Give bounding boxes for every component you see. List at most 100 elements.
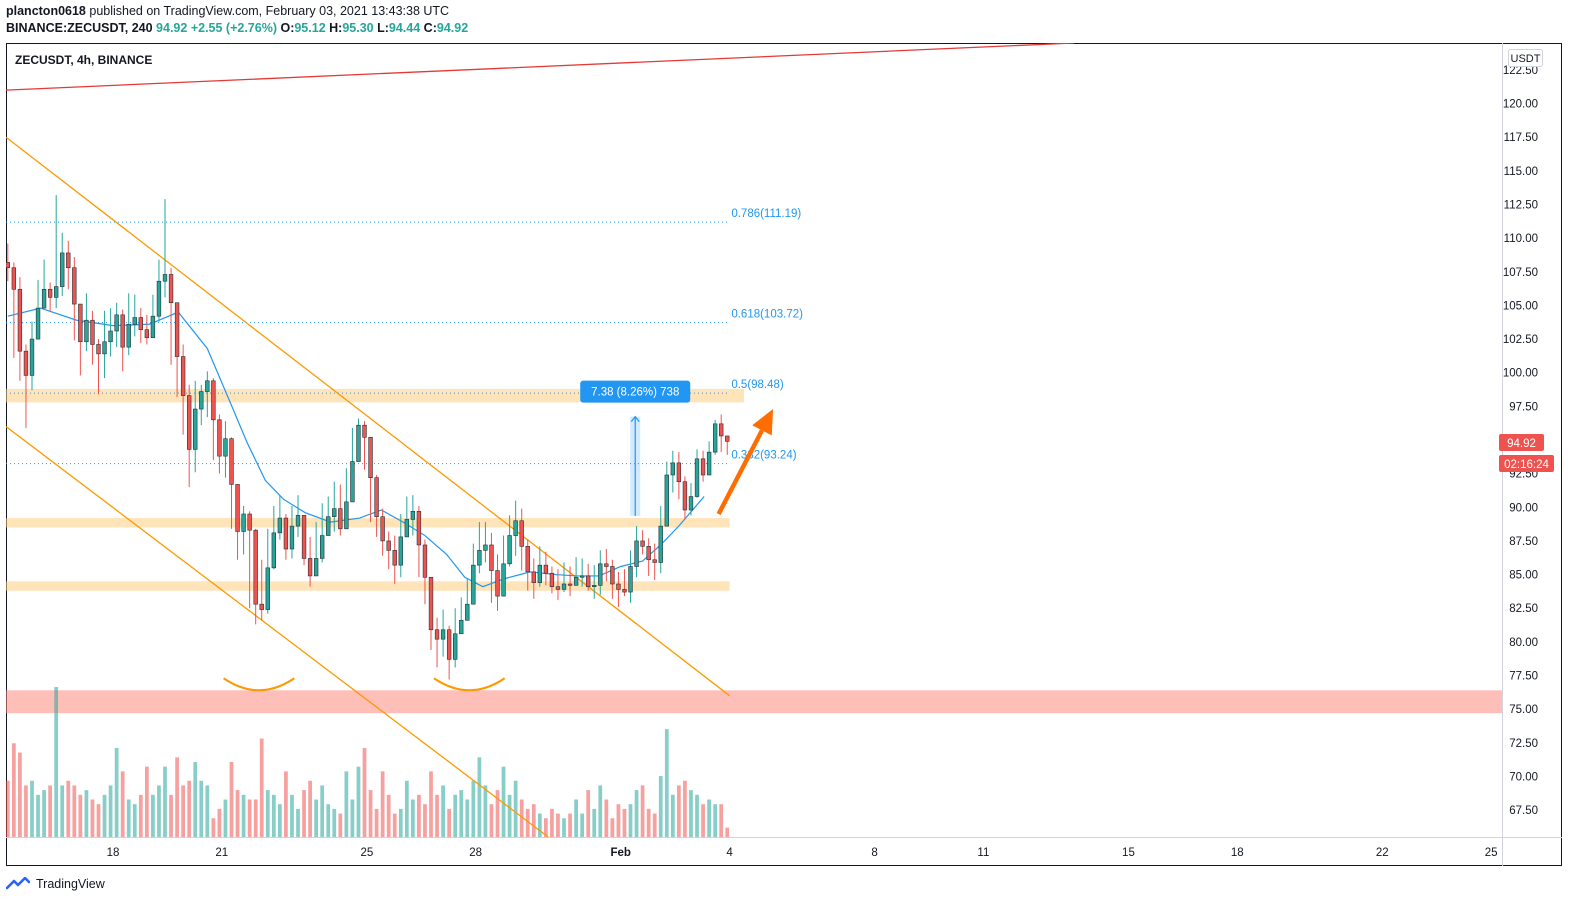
candle-body bbox=[162, 274, 168, 282]
volume-bar bbox=[423, 804, 427, 837]
fib-label-0: 0.786(111.19) bbox=[731, 208, 801, 220]
price-tick-label: 80.00 bbox=[1509, 637, 1538, 649]
price-tick-label: 70.00 bbox=[1509, 771, 1538, 783]
candle-body bbox=[199, 391, 204, 410]
price-tick-label: 102.50 bbox=[1503, 334, 1538, 346]
candle-body bbox=[446, 629, 452, 660]
volume-bar bbox=[18, 752, 22, 837]
price-tick-label: 72.50 bbox=[1509, 738, 1538, 750]
currency-badge-label: USDT bbox=[1511, 53, 1541, 65]
candle-body bbox=[72, 267, 77, 305]
volume-bar bbox=[175, 757, 179, 837]
volume-bar bbox=[374, 808, 379, 837]
time-axis[interactable]: 18 21 25 28 Feb 4 8 11 15 18 22 25 bbox=[107, 847, 1498, 859]
volume-bar bbox=[386, 794, 391, 837]
candle-body bbox=[664, 474, 669, 527]
volume-bar bbox=[562, 818, 566, 837]
volume-bar bbox=[132, 804, 137, 837]
publish-text: published on TradingView.com, February 0… bbox=[85, 4, 450, 18]
volume-bar bbox=[670, 794, 675, 837]
last-price: 94.92 bbox=[156, 21, 188, 35]
price-axis[interactable]: 67.50 70.00 72.50 75.00 77.50 80.00 82.50 85.00… bbox=[1503, 65, 1538, 817]
candle-body bbox=[120, 314, 125, 348]
price-tick-label: 90.00 bbox=[1509, 502, 1538, 514]
volume-bar bbox=[398, 808, 403, 837]
candle-body bbox=[96, 344, 101, 355]
volume-bar bbox=[96, 804, 101, 837]
author-name[interactable]: plancton0618 bbox=[6, 4, 86, 18]
candle-body bbox=[483, 544, 488, 551]
candle-body bbox=[567, 583, 573, 586]
volume-bar bbox=[531, 804, 536, 837]
tradingview-logo[interactable]: TradingView bbox=[6, 874, 105, 894]
chart-frame[interactable]: 0.786(111.19) 0.618(103.72) 0.5(98.48) 0.38… bbox=[5, 42, 1562, 866]
candle-body bbox=[295, 515, 301, 527]
candle-body bbox=[392, 550, 397, 566]
volume-bar bbox=[429, 771, 433, 837]
price-change: +2.55 (+2.76%) bbox=[190, 21, 277, 35]
price-tick-label: 120.00 bbox=[1503, 99, 1538, 111]
candle-body bbox=[277, 517, 283, 534]
volume-bar bbox=[5, 780, 10, 837]
volume-bar bbox=[84, 790, 89, 837]
candle-body bbox=[646, 546, 651, 561]
candle-body bbox=[604, 563, 609, 567]
candle-body bbox=[440, 629, 446, 640]
trend-lines bbox=[5, 42, 1075, 838]
candle-body bbox=[416, 511, 422, 546]
candle-body bbox=[531, 571, 536, 583]
candle-body bbox=[386, 540, 391, 551]
time-tick-label: 28 bbox=[469, 847, 482, 859]
candle-body bbox=[543, 564, 549, 574]
candle-body bbox=[307, 558, 313, 577]
candle-body bbox=[84, 319, 89, 343]
volume-bar bbox=[610, 818, 615, 837]
candle-body bbox=[555, 586, 561, 590]
ema-line bbox=[7, 307, 705, 588]
candle-body bbox=[694, 458, 700, 497]
candle-body bbox=[235, 484, 240, 532]
tradingview-logo-text: TradingView bbox=[36, 877, 105, 891]
time-tick-label: Feb bbox=[610, 847, 630, 859]
price-chart[interactable]: 0.786(111.19) 0.618(103.72) 0.5(98.48) 0.38… bbox=[5, 42, 1562, 866]
currency-badge[interactable]: USDT bbox=[1508, 49, 1543, 67]
zone-1 bbox=[6, 518, 730, 528]
candle-body bbox=[712, 423, 718, 453]
volume-bar bbox=[217, 808, 222, 837]
volume-bar bbox=[550, 808, 554, 837]
candle-body bbox=[513, 520, 518, 536]
fib-label-2: 0.5(98.48) bbox=[731, 379, 784, 391]
price-tick-label: 107.50 bbox=[1503, 267, 1538, 279]
volume-bar bbox=[42, 790, 46, 837]
zone-2 bbox=[6, 581, 730, 591]
close-value: 94.92 bbox=[436, 21, 469, 35]
volume-bar bbox=[199, 780, 204, 837]
countdown-tag-label: 02:16:24 bbox=[1504, 459, 1549, 471]
price-tick-label: 82.50 bbox=[1509, 603, 1538, 615]
volume-bar bbox=[477, 757, 482, 837]
candle-body bbox=[628, 566, 633, 593]
volume-bar bbox=[302, 790, 306, 837]
volume-bar bbox=[447, 808, 452, 837]
candle-body bbox=[29, 338, 35, 376]
high-label: H: bbox=[329, 21, 343, 35]
candle-body bbox=[247, 513, 252, 531]
open-value: 95.12 bbox=[294, 21, 326, 35]
candle-body bbox=[356, 424, 361, 462]
volume-bar bbox=[664, 729, 669, 837]
volume-bar bbox=[259, 738, 264, 837]
candle-body bbox=[700, 458, 706, 476]
volume-bar bbox=[36, 794, 40, 837]
volume-bar bbox=[701, 804, 705, 837]
candle-body bbox=[332, 508, 337, 518]
zone-3 bbox=[6, 690, 1502, 714]
volume-bar bbox=[169, 794, 173, 837]
volume-bar bbox=[102, 794, 107, 837]
candle-body bbox=[501, 563, 506, 597]
candle-body bbox=[150, 315, 156, 339]
volume-bar bbox=[247, 799, 252, 837]
candle-body bbox=[573, 576, 579, 586]
volume-bar bbox=[441, 785, 445, 837]
candle-body bbox=[676, 462, 682, 483]
symbol-label: BINANCE:ZECUSDT, 240 bbox=[6, 21, 153, 35]
